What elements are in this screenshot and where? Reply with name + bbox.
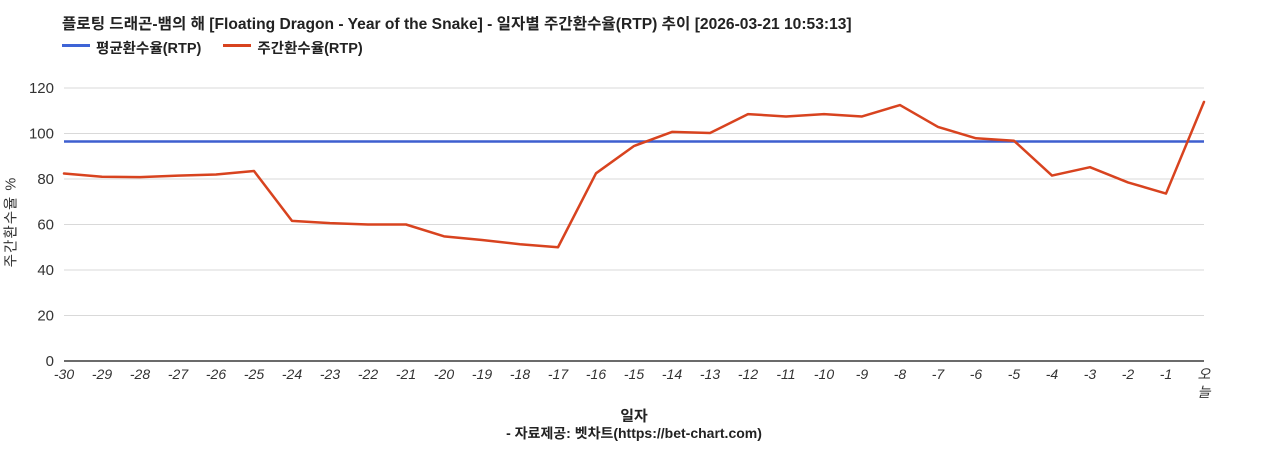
svg-text:-15: -15 [624, 366, 644, 382]
svg-text:-28: -28 [130, 366, 150, 382]
svg-text:-19: -19 [472, 366, 492, 382]
svg-text:-8: -8 [894, 366, 907, 382]
svg-text:-10: -10 [814, 366, 834, 382]
svg-text:120: 120 [29, 80, 54, 97]
svg-text:-21: -21 [396, 366, 416, 382]
svg-text:40: 40 [37, 262, 54, 279]
svg-text:-7: -7 [932, 366, 946, 382]
svg-text:-11: -11 [776, 366, 795, 382]
svg-text:-27: -27 [168, 366, 189, 382]
svg-text:-13: -13 [700, 366, 720, 382]
svg-text:-20: -20 [434, 366, 454, 382]
svg-text:늘: 늘 [1198, 384, 1212, 400]
svg-text:-14: -14 [662, 366, 682, 382]
svg-text:-3: -3 [1084, 366, 1097, 382]
svg-text:-9: -9 [856, 366, 869, 382]
svg-text:-24: -24 [282, 366, 302, 382]
svg-text:-22: -22 [358, 366, 378, 382]
svg-text:20: 20 [37, 308, 54, 325]
svg-text:-17: -17 [548, 366, 569, 382]
svg-text:-12: -12 [738, 366, 758, 382]
svg-text:-4: -4 [1046, 366, 1059, 382]
svg-text:-5: -5 [1008, 366, 1021, 382]
svg-text:-26: -26 [206, 366, 226, 382]
svg-text:-30: -30 [54, 366, 74, 382]
svg-text:-2: -2 [1122, 366, 1135, 382]
svg-text:-23: -23 [320, 366, 340, 382]
svg-text:100: 100 [29, 126, 54, 143]
svg-text:0: 0 [46, 353, 54, 370]
svg-text:-16: -16 [586, 366, 606, 382]
svg-text:-18: -18 [510, 366, 530, 382]
svg-text:-1: -1 [1160, 366, 1172, 382]
svg-text:80: 80 [37, 171, 54, 188]
svg-text:60: 60 [37, 217, 54, 234]
svg-text:-6: -6 [970, 366, 983, 382]
svg-text:-25: -25 [244, 366, 264, 382]
svg-text:오: 오 [1198, 366, 1212, 382]
svg-text:-29: -29 [92, 366, 112, 382]
